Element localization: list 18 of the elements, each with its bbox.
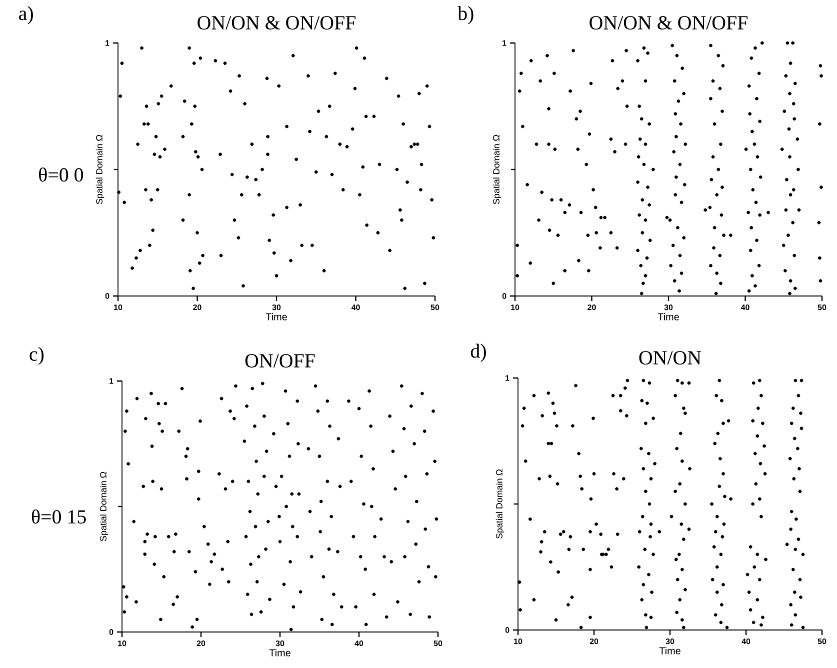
y-axis-title: Spatial Domain Ω (100, 472, 108, 542)
x-axis-title: Time (269, 649, 290, 656)
chart-title: ON/ON & ON/OFF (590, 16, 748, 30)
x-axis-title: Time (266, 313, 287, 320)
chart-title: ON/OFF (245, 354, 315, 368)
text: θ=0 0 (39, 167, 84, 182)
y-axis-title: Spatial Domain Ω (496, 469, 504, 539)
text: b) (458, 6, 474, 24)
chart-title: ON/ON & ON/OFF (198, 16, 356, 30)
x-axis-title: Time (659, 647, 680, 654)
y-axis-title: Spatial Domain Ω (492, 134, 502, 204)
x-axis-title: Time (658, 313, 679, 320)
text: c) (30, 346, 44, 365)
text: d) (470, 344, 486, 362)
text: θ=0 15 (32, 509, 86, 524)
y-axis-title: Spatial Domain Ω (96, 134, 104, 204)
chart-title: ON/ON (639, 351, 702, 365)
text: a) (19, 6, 33, 24)
